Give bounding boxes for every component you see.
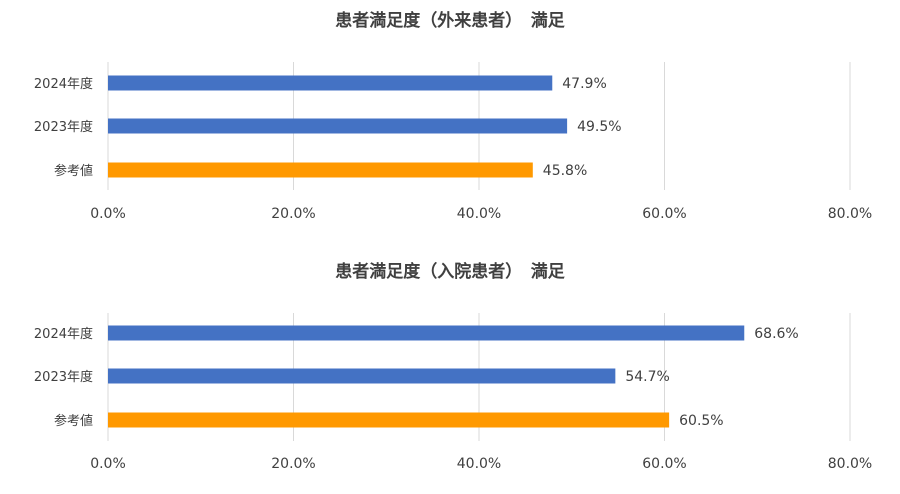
data-label: 54.7% <box>625 369 669 385</box>
category-label: 2024年度 <box>34 326 93 342</box>
x-tick-label: 60.0% <box>642 206 686 222</box>
category-label: 参考値 <box>54 413 93 429</box>
bar <box>108 75 553 91</box>
bar <box>108 325 745 341</box>
data-label: 68.6% <box>754 326 798 342</box>
x-tick-label: 80.0% <box>828 456 872 472</box>
data-label: 45.8% <box>543 163 587 179</box>
data-label: 47.9% <box>562 76 606 92</box>
bar <box>108 118 568 134</box>
category-label: 2023年度 <box>34 369 93 385</box>
bar <box>108 368 616 384</box>
x-tick-label: 80.0% <box>828 206 872 222</box>
bar <box>108 162 533 178</box>
category-label: 2023年度 <box>34 119 93 135</box>
x-tick-label: 0.0% <box>90 206 126 222</box>
data-label: 49.5% <box>577 119 621 135</box>
x-tick-label: 20.0% <box>271 456 315 472</box>
chart-title: 患者満足度（外来患者） 満足 <box>335 10 565 31</box>
x-tick-label: 0.0% <box>90 456 126 472</box>
category-label: 参考値 <box>54 163 93 179</box>
x-tick-label: 40.0% <box>457 456 501 472</box>
x-tick-label: 20.0% <box>271 206 315 222</box>
bar <box>108 412 670 428</box>
chart-title: 患者満足度（入院患者） 満足 <box>335 261 565 282</box>
category-label: 2024年度 <box>34 76 93 92</box>
data-label: 60.5% <box>679 413 723 429</box>
x-tick-label: 60.0% <box>642 456 686 472</box>
x-tick-label: 40.0% <box>457 206 501 222</box>
